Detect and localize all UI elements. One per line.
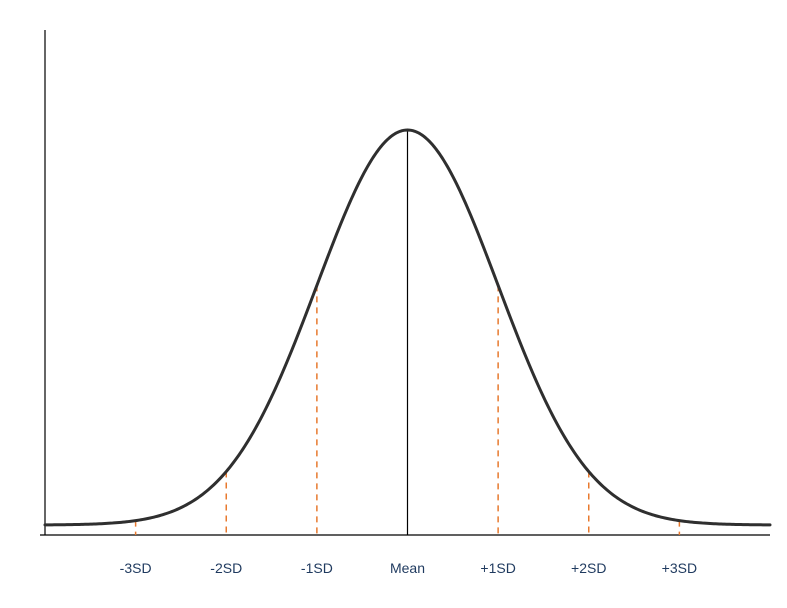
- label-sd: +1SD: [480, 560, 515, 576]
- label-sd: -2SD: [210, 560, 242, 576]
- label-mean: Mean: [390, 560, 425, 576]
- label-sd: +2SD: [571, 560, 606, 576]
- label-sd: -3SD: [120, 560, 152, 576]
- label-sd: -1SD: [301, 560, 333, 576]
- chart-canvas: [0, 0, 787, 608]
- normal-distribution-chart: -3SD -2SD -1SD Mean +1SD +2SD +3SD: [0, 0, 787, 608]
- label-sd: +3SD: [662, 560, 697, 576]
